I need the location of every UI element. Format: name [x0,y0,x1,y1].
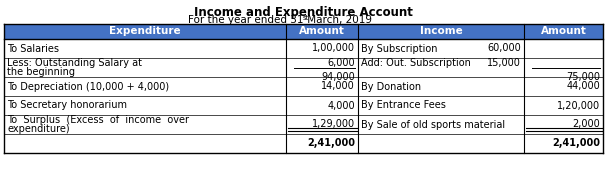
Bar [524,24,603,39]
Text: By Entrance Fees: By Entrance Fees [361,101,446,111]
Text: To Depreciation (10,000 + 4,000): To Depreciation (10,000 + 4,000) [7,81,169,91]
Text: 15,000: 15,000 [487,58,521,68]
Text: Add: Out. Subscription: Add: Out. Subscription [361,58,471,68]
Text: March, 2019: March, 2019 [304,15,371,25]
Text: For the year ended 31: For the year ended 31 [188,15,303,25]
Bar [286,24,358,39]
Bar [4,24,286,39]
Text: 1,20,000: 1,20,000 [557,101,600,111]
Text: 75,000: 75,000 [566,72,600,82]
Text: 2,41,000: 2,41,000 [552,139,600,149]
Bar [358,24,524,39]
Text: Amount: Amount [299,26,345,36]
Text: Expenditure: Expenditure [109,26,181,36]
Text: 4,000: 4,000 [327,101,355,111]
Text: 44,000: 44,000 [566,81,600,91]
Text: By Subscription: By Subscription [361,43,438,53]
Text: Income and Expenditure Account: Income and Expenditure Account [194,6,412,19]
Text: Income: Income [419,26,463,36]
Text: 1,29,000: 1,29,000 [312,119,355,129]
Text: 14,000: 14,000 [321,81,355,91]
Text: To Secretary honorarium: To Secretary honorarium [7,101,127,111]
Text: the beginning: the beginning [7,67,75,77]
Text: Less: Outstanding Salary at: Less: Outstanding Salary at [7,58,142,68]
Text: 2,000: 2,000 [572,119,600,129]
Text: 2,41,000: 2,41,000 [307,139,355,149]
Text: To  Surplus  (Excess  of  income  over: To Surplus (Excess of income over [7,115,189,125]
Text: To Salaries: To Salaries [7,43,59,53]
Text: expenditure): expenditure) [7,124,70,134]
Text: By Donation: By Donation [361,81,421,91]
Text: By Sale of old sports material: By Sale of old sports material [361,119,505,129]
Text: 1,00,000: 1,00,000 [312,43,355,53]
Text: 6,000: 6,000 [327,58,355,68]
Text: st: st [303,15,310,20]
Text: 94,000: 94,000 [321,72,355,82]
Text: Amount: Amount [541,26,586,36]
Text: 60,000: 60,000 [487,43,521,53]
